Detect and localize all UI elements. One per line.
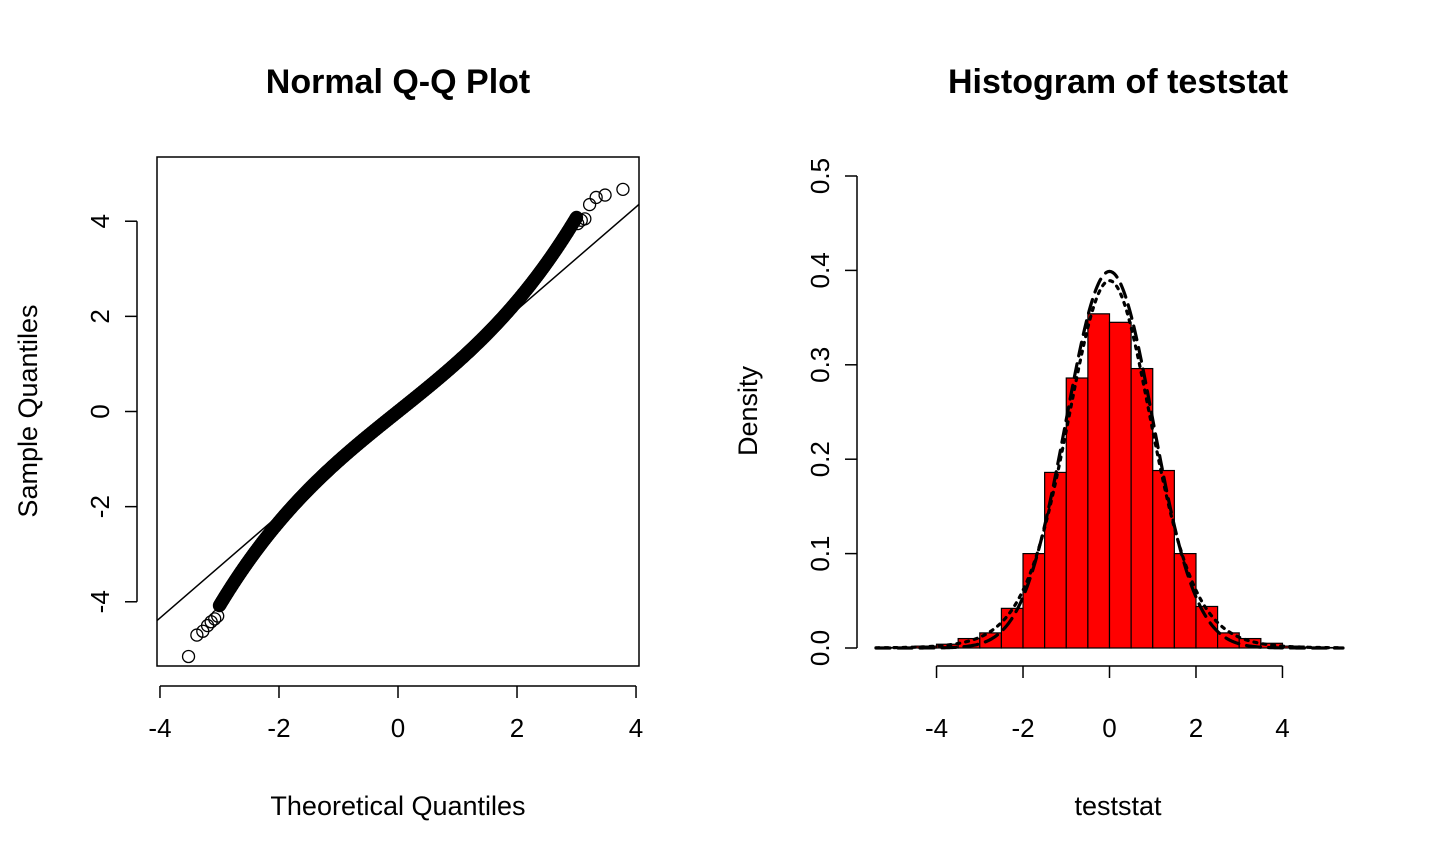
qq-point	[616, 182, 630, 196]
histogram-x-tick-label: -4	[925, 713, 948, 743]
qq-reference-line	[156, 203, 640, 622]
qq-plot-title: Normal Q-Q Plot	[266, 63, 530, 101]
qq-y-tick-label: 0	[85, 404, 115, 418]
histogram-bar	[1044, 471, 1067, 649]
qq-x-axis-label: Theoretical Quantiles	[270, 791, 525, 821]
histogram-y-axis: 0.0 0.1 0.2 0.3 0.4 0.5	[805, 158, 858, 666]
histogram-y-tick-label: 0.2	[805, 441, 835, 477]
histogram-x-axis: -4 -2 0 2 4	[925, 665, 1290, 743]
qq-x-axis: -4 -2 0 2 4	[148, 685, 643, 743]
histogram-y-axis-label: Density	[733, 365, 763, 456]
histogram-y-tick-label: 0.4	[805, 252, 835, 288]
qq-y-tick-label: -2	[85, 495, 115, 518]
qq-point	[578, 212, 592, 226]
qq-y-axis-label: Sample Quantiles	[13, 304, 43, 517]
qq-x-tick-label: -4	[148, 713, 171, 743]
histogram-panel: Histogram of teststat -4 -2 0 2 4 0.00.10.20…	[733, 63, 1345, 821]
histogram-y-tick-label: 0.0	[805, 630, 835, 666]
histogram-bar	[1152, 469, 1175, 649]
qq-y-axis: -4 -2 0 2 4	[85, 214, 138, 613]
t-density-curve	[874, 279, 1345, 650]
histogram-density-curves	[874, 269, 1345, 650]
qq-x-tick-label: -2	[267, 713, 290, 743]
histogram-y-tick-label: 0.5	[805, 158, 835, 194]
qq-point	[589, 190, 603, 205]
qq-point	[208, 612, 222, 626]
normal-density-curve	[874, 269, 1345, 650]
histogram-x-tick-label: -2	[1011, 713, 1034, 743]
qq-y-tick-label: 4	[85, 214, 115, 228]
histogram-x-tick-label: 4	[1275, 713, 1289, 743]
qq-point	[200, 618, 215, 633]
histogram-bar	[1087, 313, 1111, 649]
qq-x-tick-label: 2	[510, 713, 524, 743]
qq-point	[598, 188, 612, 202]
qq-plot-panel: Normal Q-Q Plot -4 -2 0 2 4 -4 -2 0 2 4 Theoreti…	[13, 63, 643, 821]
histogram-y-tick-label: 0.3	[805, 347, 835, 383]
qq-y-tick-label: -4	[85, 590, 115, 613]
histogram-x-tick-label: 2	[1189, 713, 1203, 743]
histogram-bars	[875, 313, 1344, 649]
histogram-bar	[1108, 321, 1132, 649]
qq-point	[571, 216, 585, 231]
qq-y-tick-label: 2	[85, 309, 115, 323]
histogram-title: Histogram of teststat	[948, 63, 1288, 101]
histogram-x-tick-label: 0	[1102, 713, 1116, 743]
histogram-bar	[1065, 377, 1089, 649]
histogram-y-tick-label: 0.1	[805, 536, 835, 572]
qq-point	[211, 609, 225, 623]
histogram-x-axis-label: teststat	[1074, 791, 1162, 821]
qq-x-tick-label: 4	[629, 713, 643, 743]
qq-x-tick-label: 0	[391, 713, 405, 743]
qq-point	[181, 649, 196, 664]
qq-plot-box	[156, 156, 640, 667]
